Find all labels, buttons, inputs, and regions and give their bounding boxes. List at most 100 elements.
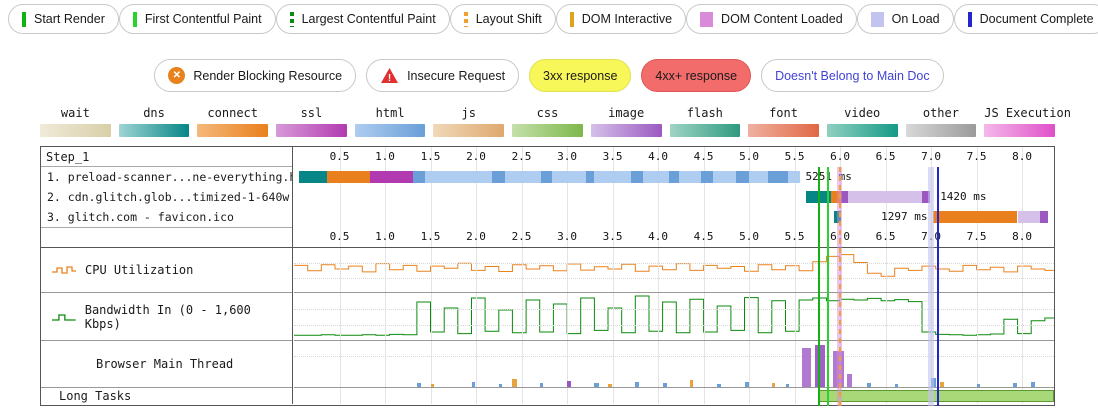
request-bar [805,191,831,203]
request-chunk [413,171,425,183]
blocking-icon: ✕ [168,67,186,84]
resource-legend-label: html [375,106,405,120]
grid-line [385,341,386,387]
resource-legend-label: video [844,106,881,120]
grid-line [567,341,569,387]
time-tick: 6.0 [830,150,851,163]
grid-line [476,341,477,387]
cpu-sample-icon [52,266,76,274]
resource-legend-dns: dns [118,106,190,137]
dom-content-loaded-icon [700,11,714,27]
request-chunk [630,171,643,183]
legend-label: Doesn't Belong to Main Doc [775,68,930,83]
main-thread-bar [744,381,750,387]
grid-line [976,341,978,387]
time-tick: 5.5 [784,150,805,163]
grid-line [749,341,751,387]
main-thread-label-text: Browser Main Thread [96,357,234,371]
svg-text:!: ! [388,73,391,84]
waterfall-bottom-left-cell [41,227,292,246]
request-bar [1017,211,1048,223]
grid-line [612,341,614,387]
legend-doesnt-belong-link[interactable]: Doesn't Belong to Main Doc [761,59,944,92]
legend-label: Insecure Request [407,68,506,83]
grid-line [430,388,432,404]
request-label[interactable]: 3. glitch.com - favicon.ico [47,210,234,224]
main-thread-chart [294,340,1054,387]
font-swatch [748,124,819,137]
grid-line [885,293,887,340]
resource-legend-ssl: ssl [276,106,347,137]
long-task-bar [818,390,1054,402]
resource-legend-label: other [922,106,959,120]
time-tick: 4.0 [648,150,669,163]
grid-line [658,388,660,404]
legend-4xx-response: 4xx+ response [641,59,752,92]
main-thread-bar [689,380,694,387]
legend-first-contentful-paint: First Contentful Paint [118,4,276,34]
grid-line [567,248,569,292]
grid-line [794,248,796,292]
time-tick: 8.0 [1012,150,1033,163]
main-thread-bar [1013,383,1017,387]
main-thread-bar [539,383,544,387]
main-thread-bar [814,345,826,387]
resource-legend-font: font [748,106,819,137]
grid-line [976,293,978,340]
request-label[interactable]: 2. cdn.glitch.glob...timized-1-640w.jpg [47,190,292,204]
main-thread-bar [801,348,811,387]
request-time-label: 1297 ms [881,210,928,223]
grid-line [430,341,432,387]
grid-line [703,341,705,387]
request-chunk [492,171,506,183]
grid-line [1022,147,1024,247]
grid-line [385,388,386,404]
metrics-chart-column [294,248,1054,404]
grid-line [703,293,705,340]
grid-line [294,263,1054,264]
request-time-label: 1420 ms [940,190,987,203]
request-bar [932,211,1018,223]
grid-line [294,356,1054,357]
grid-line [658,341,660,387]
video-swatch [826,124,898,137]
time-tick: 1.5 [420,230,441,243]
time-tick: 4.5 [693,230,714,243]
long-tasks-label-text: Long Tasks [59,389,132,403]
resource-legend-label: image [608,106,645,120]
main-thread-bar [832,350,844,387]
resource-legend-html: html [354,106,426,137]
request-chunk [922,191,931,203]
status-legend-row: ✕ Render Blocking Resource ! Insecure Re… [0,59,1098,92]
request-chunk [669,171,679,183]
request-chunk [700,171,713,183]
grid-line [703,147,705,247]
main-thread-bar [931,378,936,387]
time-tick: 2.5 [511,230,532,243]
grid-line [521,388,523,404]
grid-line [385,293,386,340]
resource-legend-label: JS Execution [984,106,1071,120]
flash-swatch [669,124,741,137]
cpu-row-label: CPU Utilization [41,248,292,292]
time-tick: 0.5 [329,150,350,163]
time-tick: 2.5 [511,150,532,163]
main-thread-bar [430,384,435,387]
event-legend-row: Start Render First Contentful Paint Larg… [8,4,1098,34]
grid-line [703,388,705,404]
request-chunk [1040,211,1048,223]
grid-line [931,248,933,292]
grid-line [294,278,1054,279]
request-chunk [540,171,553,183]
main-thread-bar [785,383,790,387]
time-tick: 7.0 [921,230,942,243]
grid-line [885,341,887,387]
grid-line [794,341,796,387]
legend-label: 3xx response [543,68,618,83]
request-label[interactable]: 1. preload-scanner...ne-everything.html [47,170,292,184]
grid-line [339,293,341,340]
start-render-icon [22,11,26,27]
legend-dom-interactive: DOM Interactive [555,4,687,34]
long-tasks-chart [294,387,1054,404]
request-bar [831,191,841,203]
